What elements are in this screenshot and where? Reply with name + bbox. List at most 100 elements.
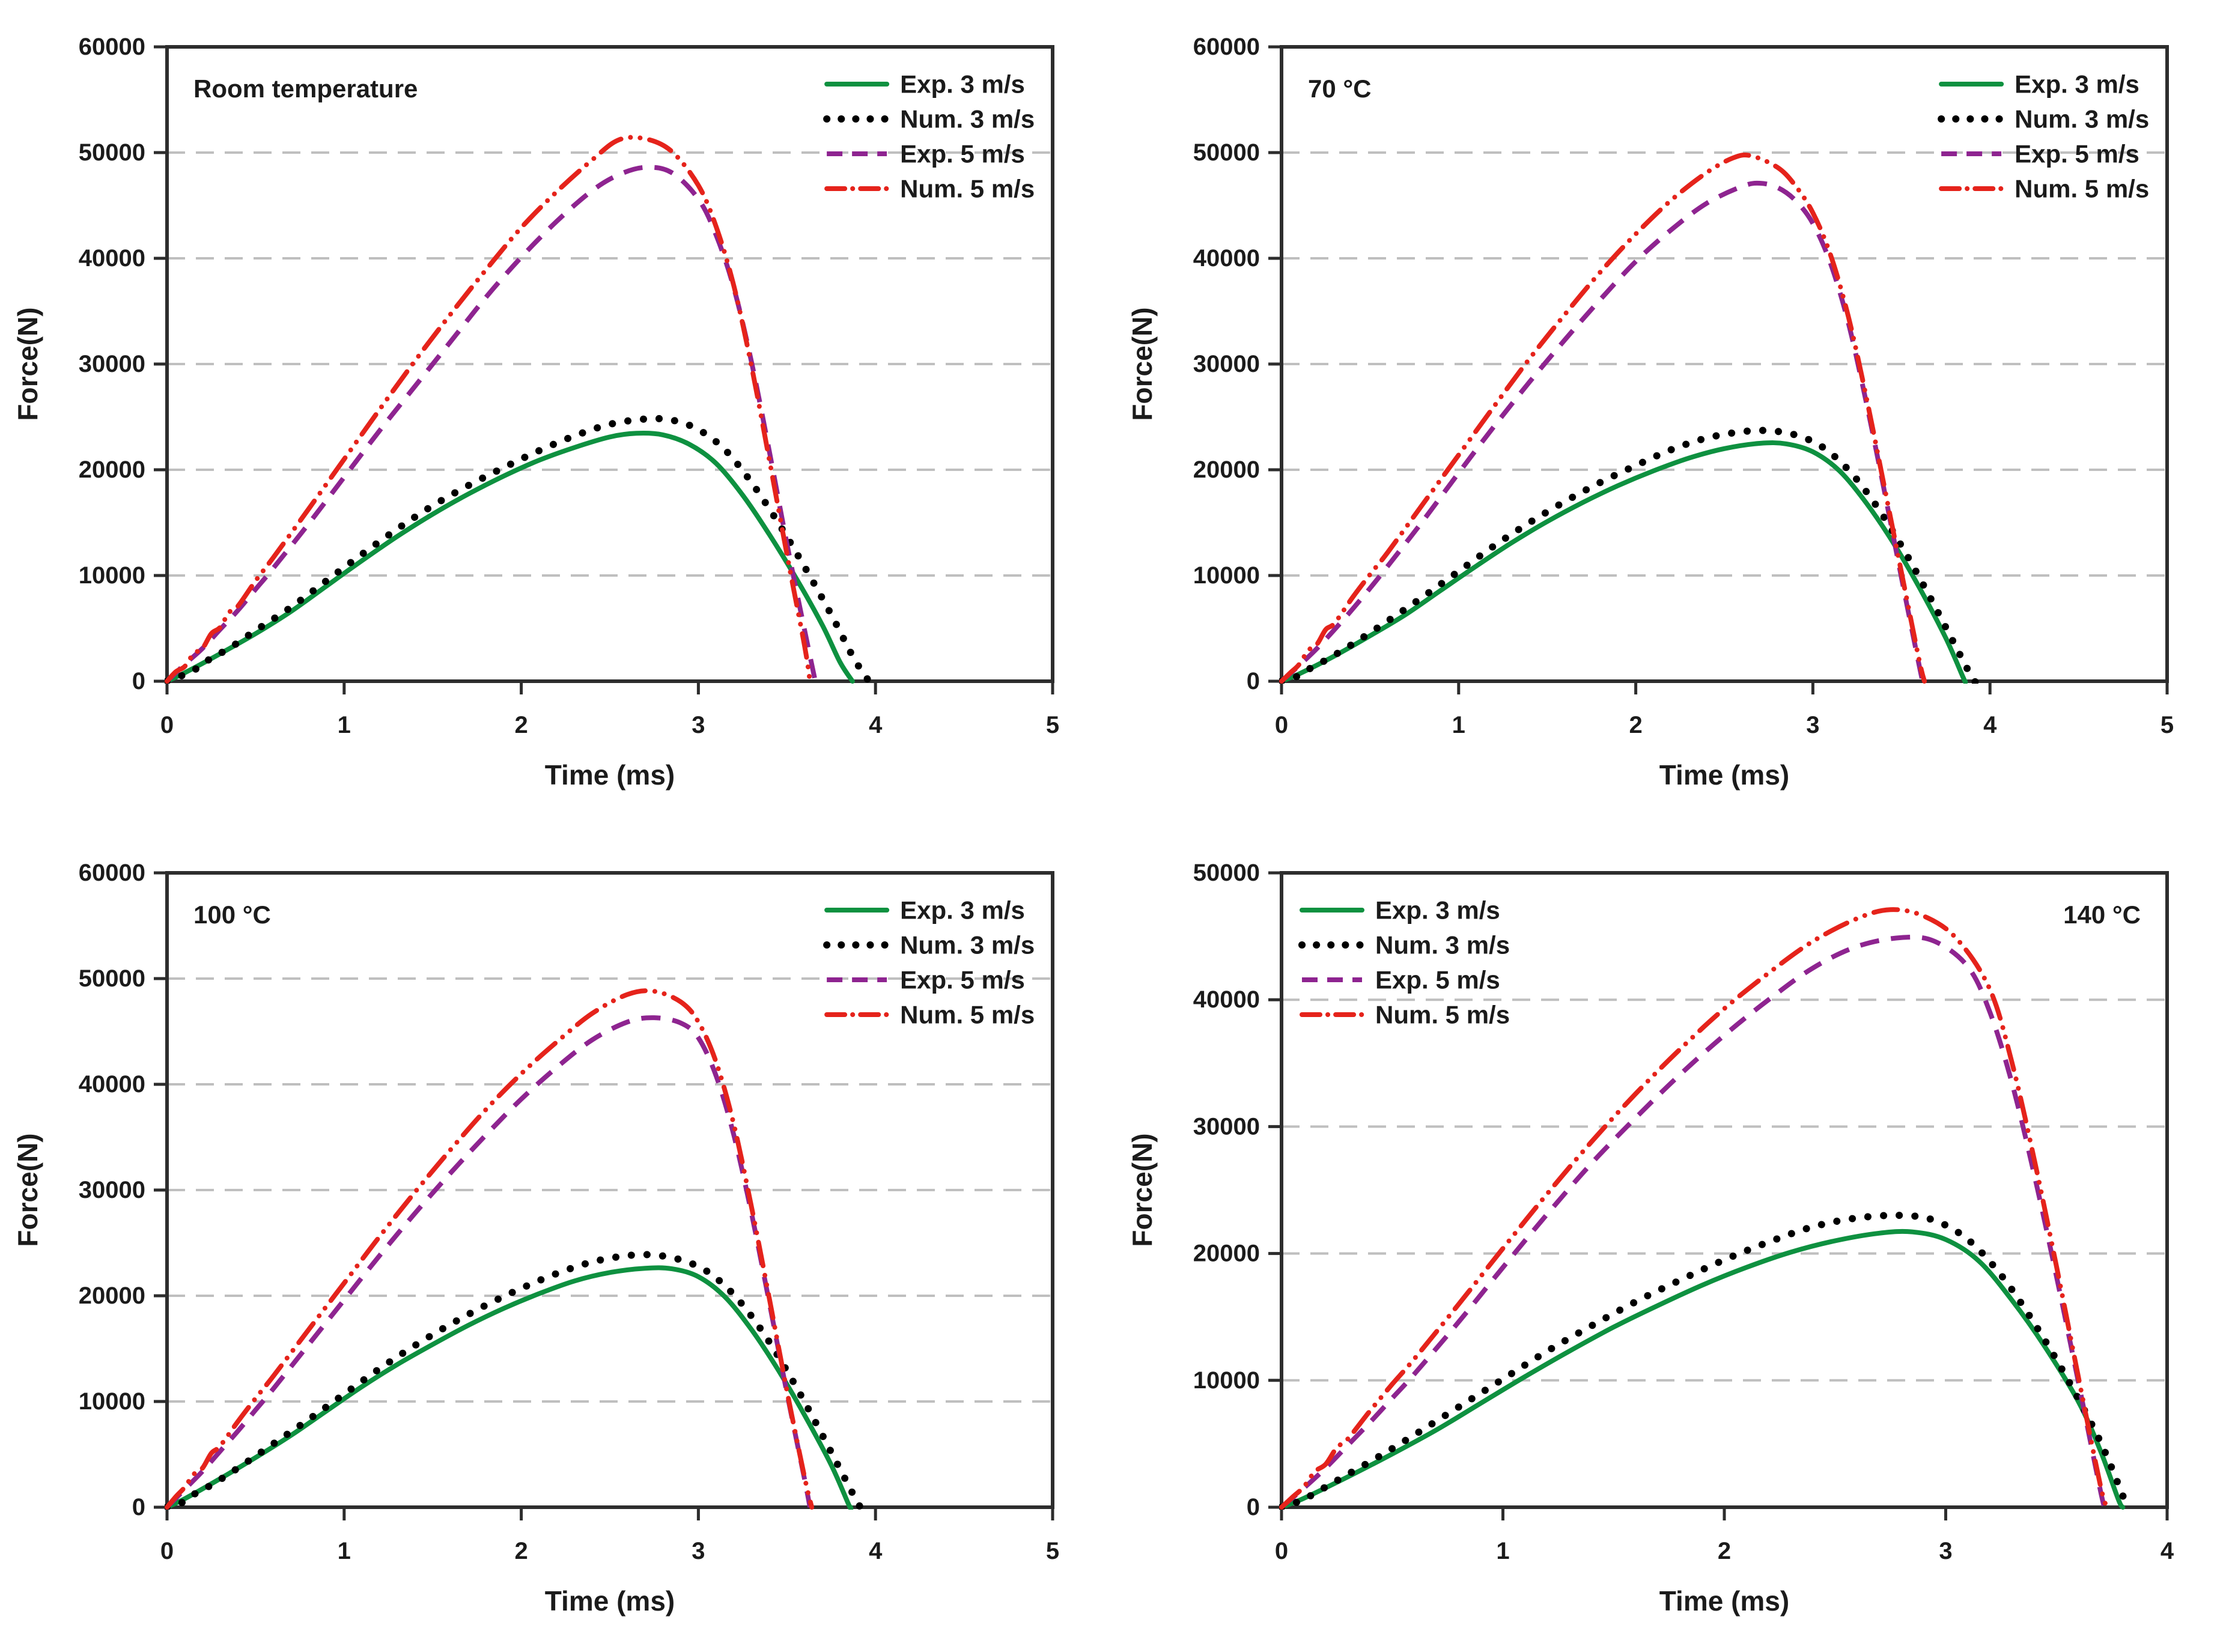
legend-label: Exp. 5 m/s [1375,966,1500,994]
legend-label: Num. 5 m/s [2015,175,2149,203]
y-tick-label-10000: 10000 [79,562,145,589]
y-tick-label-40000: 40000 [1193,245,1260,272]
series-exp-5-m-s-curve [165,165,818,683]
x-tick-label-5: 5 [1046,1538,1059,1564]
x-tick-label-3: 3 [1939,1538,1952,1564]
y-tick-label-10000: 10000 [1193,562,1260,589]
legend-item-exp-5-m-s: Exp. 5 m/s [1941,140,2139,168]
y-tick-label-50000: 50000 [1193,139,1260,166]
x-tick-label-3: 3 [1806,712,1819,738]
y-axis: 0 10000 20000 30000 40000 50000 60000 [79,860,167,1520]
legend-label: Exp. 3 m/s [900,896,1025,925]
y-tick-label-30000: 30000 [1193,1113,1260,1140]
gridlines [1282,998,2167,1382]
x-tick-label-5: 5 [1046,712,1059,738]
y-tick-label-0: 0 [1247,1494,1260,1520]
legend-item-num-3-m-s: Num. 3 m/s [823,931,1035,959]
legend: Exp. 3 m/s Num. 3 m/s Exp. 5 m/s Num. 5 m/s [1298,896,1510,1029]
legend-item-exp-3-m-s: Exp. 3 m/s [1939,70,2139,99]
x-tick-label-4: 4 [869,1538,883,1564]
x-tick-label-2: 2 [1718,1538,1731,1564]
x-tick-label-2: 2 [514,1538,528,1564]
x-tick-label-4: 4 [2161,1538,2174,1564]
chart-room-temperature: 0 10000 20000 30000 40000 50000 60000 0 1 2 3 4 5 Tim… [12,34,1059,791]
y-axis: 0 10000 20000 30000 40000 50000 60000 [1193,34,1282,694]
legend-item-exp-5-m-s: Exp. 5 m/s [827,966,1025,994]
legend-label: Exp. 3 m/s [900,70,1025,99]
y-tick-label-20000: 20000 [1193,457,1260,483]
legend: Exp. 3 m/s Num. 3 m/s Exp. 5 m/s Num. 5 m/s [1938,70,2149,203]
y-tick-label-30000: 30000 [79,1177,145,1203]
panel-title: 70 °C [1308,74,1372,103]
x-tick-label-1: 1 [338,712,351,738]
chart-panel-room-temperature: 0 10000 20000 30000 40000 50000 60000 0 1 2 3 4 5 Tim… [0,0,1114,826]
y-tick-label-40000: 40000 [79,245,145,272]
legend-label: Exp. 5 m/s [900,140,1025,168]
series-curves [1279,907,2131,1510]
y-tick-label-60000: 60000 [1193,34,1260,60]
y-tick-label-10000: 10000 [1193,1367,1260,1394]
gridlines [167,151,1053,577]
x-tick-label-0: 0 [160,1538,174,1564]
x-tick-label-2: 2 [514,712,528,738]
y-tick-label-60000: 60000 [79,860,145,886]
series-curves [165,988,865,1510]
x-tick-label-5: 5 [2161,712,2174,738]
y-tick-label-20000: 20000 [79,1283,145,1309]
y-tick-label-50000: 50000 [79,139,145,166]
series-exp-3-m-s-curve [165,1265,854,1510]
legend-label: Exp. 3 m/s [1375,896,1500,925]
x-tick-label-3: 3 [692,712,705,738]
legend-label: Num. 5 m/s [900,1001,1035,1029]
x-axis-title: Time (ms) [545,759,675,791]
legend: Exp. 3 m/s Num. 3 m/s Exp. 5 m/s Num. 5 m/s [823,896,1035,1029]
legend-item-num-3-m-s: Num. 3 m/s [823,105,1035,133]
x-axis: 0 1 2 3 4 5 [160,1507,1059,1564]
x-axis-title: Time (ms) [1659,759,1789,791]
x-tick-label-2: 2 [1629,712,1642,738]
panel-title: 140 °C [2063,900,2141,929]
x-tick-label-1: 1 [1452,712,1465,738]
legend-label: Num. 5 m/s [900,175,1035,203]
y-tick-label-40000: 40000 [1193,986,1260,1013]
chart-140-c: 0 10000 20000 30000 40000 50000 0 1 2 3 4 Time (ms)… [1127,860,2174,1617]
legend-item-exp-5-m-s: Exp. 5 m/s [1302,966,1500,994]
y-tick-label-30000: 30000 [79,351,145,377]
legend-label: Num. 3 m/s [1375,931,1510,959]
legend-item-num-5-m-s: Num. 5 m/s [824,1001,1035,1029]
x-tick-label-1: 1 [1496,1538,1509,1564]
legend: Exp. 3 m/s Num. 3 m/s Exp. 5 m/s Num. 5 m/s [823,70,1035,203]
chart-panel-70-c: 0 10000 20000 30000 40000 50000 60000 0 1 2 3 4 5 Tim… [1114,0,2229,826]
y-tick-label-20000: 20000 [1193,1241,1260,1267]
legend-item-num-5-m-s: Num. 5 m/s [1300,1001,1510,1029]
x-tick-label-4: 4 [869,712,883,738]
chart-panel-140-c: 0 10000 20000 30000 40000 50000 0 1 2 3 4 Time (ms)… [1114,826,2229,1652]
x-tick-label-0: 0 [160,712,174,738]
series-exp-5-m-s-curve [165,1015,813,1509]
y-tick-label-20000: 20000 [79,457,145,483]
series-exp-3-m-s-curve [1279,1228,2126,1510]
chart-70-c: 0 10000 20000 30000 40000 50000 60000 0 1 2 3 4 5 Tim… [1127,34,2174,791]
y-tick-label-50000: 50000 [1193,860,1260,886]
series-exp-3-m-s-curve [1279,440,1968,684]
chart-panel-100-c: 0 10000 20000 30000 40000 50000 60000 0 1 2 3 4 5 Tim… [0,826,1114,1652]
legend-label: Num. 3 m/s [2015,105,2149,133]
legend-label: Num. 3 m/s [900,105,1035,133]
panel-title: Room temperature [193,74,418,103]
y-tick-label-10000: 10000 [79,1388,145,1415]
x-tick-label-0: 0 [1275,1538,1288,1564]
series-num-3-m-s-curve [1279,1212,2131,1510]
legend-label: Exp. 5 m/s [2015,140,2139,168]
series-num-5-m-s-curve [165,135,813,684]
series-num-3-m-s-curve [1279,427,1980,684]
y-tick-label-0: 0 [132,668,145,694]
legend-item-num-5-m-s: Num. 5 m/s [824,175,1035,203]
y-tick-label-40000: 40000 [79,1071,145,1098]
legend-item-num-3-m-s: Num. 3 m/s [1938,105,2149,133]
series-curves [1279,153,1980,684]
y-tick-label-30000: 30000 [1193,351,1260,377]
x-axis-title: Time (ms) [1659,1585,1789,1617]
series-exp-3-m-s-curve [165,431,855,684]
x-tick-label-1: 1 [338,1538,351,1564]
